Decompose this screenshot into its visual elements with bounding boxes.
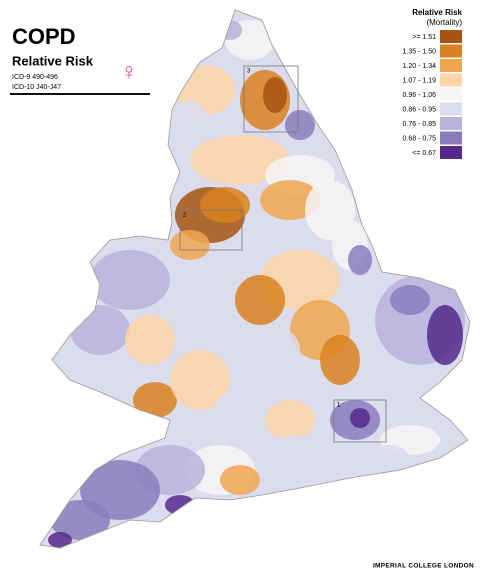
legend-label: <= 0.67 — [412, 150, 436, 157]
legend-label: 0.68 - 0.75 — [403, 135, 437, 142]
legend-label: 1.07 - 1.19 — [403, 77, 437, 84]
legend-swatch — [440, 88, 462, 101]
female-symbol: ♀ — [120, 58, 138, 85]
inset-label: 3 — [247, 69, 251, 75]
legend-swatch — [440, 73, 462, 87]
code-line: ICD-10 J40-J47 — [12, 84, 61, 91]
inset-box — [179, 209, 243, 251]
legend-swatch — [440, 146, 462, 159]
risk-area — [80, 360, 140, 400]
risk-area — [50, 500, 110, 540]
legend-label: 1.20 - 1.34 — [403, 63, 437, 70]
risk-area — [70, 305, 130, 355]
legend: Relative Risk (Mortality) >= 1.51 1.35 - … — [403, 8, 463, 159]
risk-area — [220, 465, 260, 495]
risk-area — [240, 325, 300, 375]
legend-swatch — [440, 102, 462, 116]
risk-area — [265, 400, 315, 440]
risk-area — [370, 445, 410, 475]
risk-area — [90, 250, 170, 310]
risk-area — [218, 20, 242, 40]
legend-label: 0.86 - 0.95 — [403, 106, 437, 113]
legend-swatch — [440, 30, 462, 43]
inset-box — [333, 399, 387, 443]
legend-swatch — [440, 117, 462, 130]
legend-label: 1.35 - 1.50 — [403, 48, 437, 55]
risk-area — [125, 315, 175, 365]
map-area — [40, 10, 470, 548]
legend-label: 0.96 - 1.06 — [403, 92, 437, 99]
risk-area — [263, 77, 287, 113]
risk-area — [165, 495, 195, 515]
inset-label: 1 — [337, 403, 341, 409]
risk-area — [170, 350, 230, 410]
legend-swatch — [440, 59, 462, 72]
risk-area — [190, 135, 290, 185]
risk-area — [390, 285, 430, 315]
legend-swatch — [440, 44, 462, 58]
risk-area — [348, 245, 372, 275]
title: COPD — [12, 24, 76, 49]
legend-title: Relative Risk — [412, 8, 462, 17]
risk-area — [350, 408, 370, 428]
legend-label: 0.76 - 0.85 — [403, 121, 437, 128]
risk-area — [170, 230, 210, 260]
risk-area — [133, 382, 177, 418]
code-line: ICD-9 490-496 — [12, 74, 58, 81]
subtitle: Relative Risk — [12, 53, 94, 68]
legend-subtitle: (Mortality) — [426, 18, 462, 27]
risk-area — [80, 460, 160, 520]
legend-swatch — [440, 131, 462, 145]
inset-label: 2 — [183, 213, 187, 219]
risk-area — [427, 305, 463, 365]
risk-area — [48, 532, 72, 548]
credit: IMPERIAL COLLEGE LONDON — [373, 563, 474, 570]
inset-box — [243, 65, 299, 133]
risk-area — [285, 110, 315, 140]
legend-label: >= 1.51 — [412, 34, 436, 41]
risk-area — [320, 335, 360, 385]
risk-area — [250, 435, 350, 485]
risk-area — [200, 187, 250, 223]
risk-area — [235, 275, 285, 325]
